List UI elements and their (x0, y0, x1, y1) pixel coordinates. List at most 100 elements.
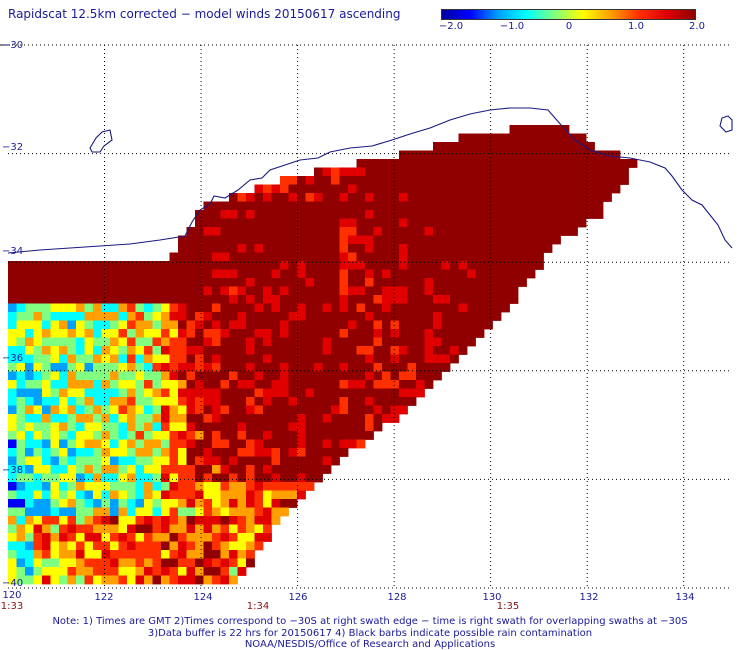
wind-diff-cell (254, 516, 264, 525)
wind-diff-cell (280, 278, 289, 287)
wind-diff-cell (535, 150, 544, 160)
wind-diff-cell (314, 448, 323, 457)
wind-diff-cell (280, 303, 289, 313)
wind-diff-cell (178, 388, 187, 398)
wind-diff-cell (280, 346, 289, 355)
wind-diff-cell (76, 507, 85, 517)
wind-diff-cell (246, 286, 255, 296)
wind-diff-cell (322, 218, 332, 228)
wind-diff-cell (518, 227, 527, 236)
wind-diff-cell (560, 150, 570, 160)
wind-diff-cell (254, 235, 264, 245)
wind-diff-cell (118, 465, 128, 474)
wind-diff-cell (297, 218, 306, 228)
wind-diff-cell (186, 286, 196, 296)
wind-diff-cell (33, 533, 43, 542)
wind-diff-cell (348, 167, 357, 177)
wind-diff-cell (339, 176, 349, 185)
wind-diff-cell (518, 176, 527, 185)
wind-diff-cell (33, 456, 43, 466)
wind-diff-cell (280, 320, 289, 330)
wind-diff-cell (50, 388, 60, 398)
wind-diff-cell (212, 269, 221, 279)
wind-diff-cell (314, 252, 323, 262)
wind-diff-cell (365, 210, 374, 219)
wind-diff-cell (212, 516, 221, 525)
wind-diff-cell (246, 388, 255, 398)
wind-diff-cell (543, 159, 553, 168)
wind-diff-cell (484, 252, 493, 262)
wind-diff-cell (297, 371, 306, 381)
wind-diff-cell (59, 380, 68, 389)
wind-diff-cell (356, 346, 366, 355)
wind-diff-cell (424, 252, 434, 262)
wind-diff-cell (42, 448, 51, 457)
wind-diff-cell (84, 558, 94, 568)
wind-diff-cell (297, 337, 306, 347)
wind-diff-cell (59, 533, 68, 542)
wind-diff-cell (297, 473, 306, 483)
wind-diff-cell (424, 337, 434, 347)
wind-diff-cell (220, 507, 230, 517)
wind-diff-cell (16, 269, 26, 279)
wind-diff-cell (314, 210, 323, 219)
wind-diff-cell (322, 184, 332, 194)
wind-diff-cell (135, 295, 145, 304)
wind-diff-cell (110, 261, 119, 270)
wind-diff-cell (305, 422, 315, 432)
wind-diff-cell (186, 414, 196, 423)
wind-diff-cell (178, 431, 187, 440)
wind-diff-cell (348, 397, 357, 406)
wind-diff-cell (220, 252, 230, 262)
wind-diff-cell (220, 465, 230, 474)
wind-diff-cell (178, 295, 187, 304)
wind-diff-cell (152, 533, 162, 542)
wind-diff-cell (33, 516, 43, 525)
wind-diff-cell (305, 244, 315, 253)
wind-diff-cell (348, 286, 357, 296)
wind-diff-cell (118, 397, 128, 406)
wind-diff-cell (25, 431, 34, 440)
wind-diff-cell (382, 380, 391, 389)
wind-diff-cell (407, 278, 417, 287)
wind-diff-cell (25, 533, 34, 542)
wind-diff-cell (373, 278, 383, 287)
wind-diff-cell (373, 227, 383, 236)
wind-diff-cell (186, 346, 196, 355)
wind-diff-cell (254, 541, 264, 551)
wind-diff-cell (297, 465, 306, 474)
wind-diff-cell (254, 380, 264, 389)
wind-diff-cell (297, 244, 306, 253)
wind-diff-cell (254, 431, 264, 440)
wind-diff-cell (356, 227, 366, 236)
wind-diff-cell (467, 193, 476, 202)
wind-diff-cell (161, 575, 170, 585)
wind-diff-cell (16, 575, 26, 585)
wind-diff-cell (297, 312, 306, 321)
wind-diff-cell (441, 303, 451, 313)
wind-diff-cell (458, 235, 468, 245)
wind-diff-cell (169, 541, 179, 551)
wind-diff-cell (195, 303, 204, 313)
wind-diff-cell (594, 176, 604, 185)
wind-diff-cell (288, 473, 298, 483)
wind-diff-cell (475, 184, 485, 194)
wind-diff-cell (203, 448, 213, 457)
wind-diff-cell (237, 371, 247, 381)
wind-diff-cell (314, 269, 323, 279)
wind-diff-cell (212, 261, 221, 270)
wind-diff-cell (331, 167, 340, 177)
wind-diff-cell (348, 405, 357, 415)
wind-diff-cell (484, 201, 493, 211)
wind-diff-cell (365, 371, 374, 381)
wind-diff-cell (220, 295, 230, 304)
wind-diff-cell (93, 456, 102, 466)
wind-diff-cell (246, 312, 255, 321)
wind-diff-cell (484, 150, 493, 160)
wind-diff-cell (518, 193, 527, 202)
wind-diff-cell (161, 261, 170, 270)
wind-diff-cell (390, 261, 400, 270)
wind-diff-cell (33, 482, 43, 491)
wind-diff-cell (135, 312, 145, 321)
wind-diff-cell (169, 269, 179, 279)
